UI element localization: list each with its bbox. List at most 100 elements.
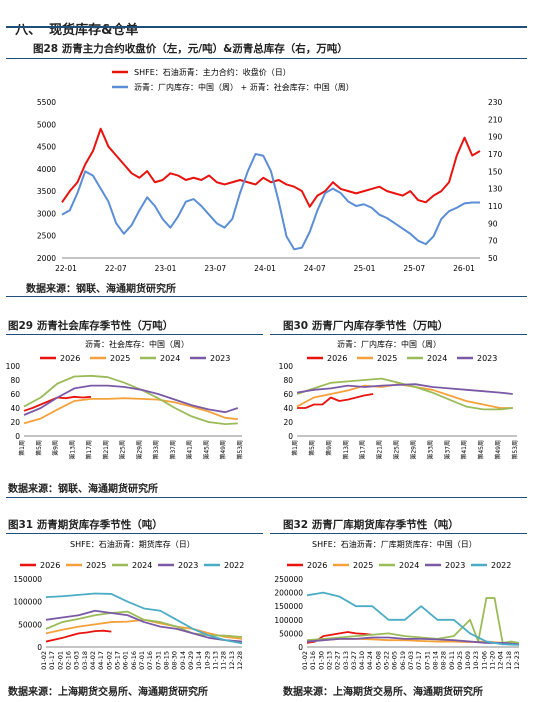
fig31-x-tick: 03-18 xyxy=(81,651,89,670)
fig31-x-tick: 01-02 xyxy=(40,651,48,670)
fig28-y-left-tick: 5500 xyxy=(37,98,56,107)
fig29-x-tick: 第37周 xyxy=(169,440,177,460)
fig30-x-tick: 第33周 xyxy=(426,440,434,460)
fig32-x-tick: 01-02 xyxy=(301,651,309,670)
fig30-title: 图30 沥青厂内库存季节性（万吨） xyxy=(283,320,449,332)
fig32-x-tick: 12-23 xyxy=(513,651,521,670)
fig29-x-tick: 第1周 xyxy=(18,440,26,456)
fig30-rule xyxy=(270,334,527,335)
fig31-x-tick: 12-28 xyxy=(236,651,244,670)
fig30-x-tick: 第13周 xyxy=(342,440,350,460)
fig29-y-tick: 100 xyxy=(6,362,21,371)
fig30-x-tick: 第53周 xyxy=(511,440,519,460)
fig28-y-left-tick: 2500 xyxy=(37,232,56,241)
fig31-chart: SHFE：石油沥青：期货库存（日） 2026 2025 2024 2023 202205… xyxy=(13,539,244,670)
fig28-source: 数据来源：钢联、海通期货研究所 xyxy=(26,284,176,295)
fig31-x-tick: 05-02 xyxy=(105,651,113,670)
fig30-legend-2023: 2023 xyxy=(477,354,497,363)
fig28-y-right-tick: 90 xyxy=(488,219,498,228)
fig28-x-tick: 23-07 xyxy=(204,264,226,273)
fig29-rule xyxy=(6,334,263,335)
fig28-y-right-tick: 210 xyxy=(488,115,503,124)
fig32-x-tick: 03-27 xyxy=(350,651,358,670)
fig29-series-2023 xyxy=(23,384,239,416)
fig28-x-tick: 23-01 xyxy=(155,264,177,273)
fig32-x-tick: 10-23 xyxy=(472,651,480,670)
fig32-x-tick: 12-18 xyxy=(505,651,513,670)
fig31-x-tick: 07-31 xyxy=(154,651,162,670)
fig32-x-tick: 12-04 xyxy=(497,651,505,670)
fig29-y-tick: 40 xyxy=(10,404,20,413)
fig28-legend-blue: 沥青：厂内库存：中国（周） + 沥青：社会库存：中国（周） xyxy=(134,82,354,92)
fig28-x-tick: 22-01 xyxy=(55,264,77,273)
fig32-chart: SHFE：石油沥青：厂库期货库存：中国（日） 2026 2025 2024 2023 2… xyxy=(274,539,521,670)
fig31-x-tick: 08-15 xyxy=(163,651,171,670)
fig31-x-tick: 08-30 xyxy=(171,651,179,670)
fig29-x-tick: 第21周 xyxy=(102,440,110,460)
fig30-y-tick: 80 xyxy=(283,376,293,385)
fig31-x-tick: 07-16 xyxy=(146,651,154,670)
fig31-x-tick: 04-17 xyxy=(97,651,105,670)
fig29-legend-2024: 2024 xyxy=(160,354,180,363)
fig32-x-tick: 09-11 xyxy=(448,651,456,670)
fig28-series-inventory xyxy=(61,153,480,251)
fig28-x-tick: 26-01 xyxy=(453,264,475,273)
fig31-x-tick: 10-29 xyxy=(203,651,211,670)
fig28-x-tick: 25-01 xyxy=(354,264,376,273)
fig28-x-tick: 22-07 xyxy=(105,264,127,273)
fig32-y-tick: 150000 xyxy=(274,602,303,611)
fig31-series-2023 xyxy=(45,609,243,643)
fig32-legend-2026: 2026 xyxy=(307,561,327,570)
fig32-x-tick: 04-10 xyxy=(358,651,366,670)
fig28-y-left-tick: 4000 xyxy=(37,165,56,174)
fig30-subtitle: 沥青：厂内库存：中国（周） xyxy=(337,339,441,349)
fig31-x-tick: 06-16 xyxy=(130,651,138,670)
fig32-x-tick: 05-22 xyxy=(383,651,391,670)
fig29-x-tick: 第49周 xyxy=(219,440,227,460)
fig31-x-tick: 09-29 xyxy=(187,651,195,670)
fig32-x-tick: 11-20 xyxy=(489,651,497,670)
fig32-x-tick: 07-03 xyxy=(407,651,415,670)
fig28-y-right-tick: 230 xyxy=(488,98,503,107)
fig31-y-tick: 150000 xyxy=(13,575,42,584)
section-title: 八、 现货库存&仓单 xyxy=(6,4,138,38)
fig29-series-2025 xyxy=(23,397,238,425)
fig31-y-tick: 100000 xyxy=(13,598,42,607)
fig29-legend-2026: 2026 xyxy=(60,354,80,363)
fig30-x-tick: 第37周 xyxy=(443,440,451,460)
fig31-x-tick: 09-14 xyxy=(179,651,187,670)
fig30-x-tick: 第17周 xyxy=(359,440,367,460)
fig32-subtitle: SHFE：石油沥青：厂库期货库存：中国（日） xyxy=(312,539,477,549)
fig32-x-tick: 06-19 xyxy=(399,651,407,670)
fig29-x-tick: 第25周 xyxy=(119,440,127,460)
fig30-x-tick: 第25周 xyxy=(393,440,401,460)
fig30-series-2026 xyxy=(297,393,374,409)
fig32-x-tick: 01-30 xyxy=(317,651,325,670)
fig32-x-tick: 08-14 xyxy=(431,651,439,670)
fig28-legend: SHFE：石油沥青：主力合约：收盘价（日） 沥青：厂内库存：中国（周） + 沥青… xyxy=(112,67,354,92)
section-rule xyxy=(6,26,527,28)
fig32-x-tick: 07-17 xyxy=(415,651,423,670)
fig31-x-tick: 07-01 xyxy=(138,651,146,670)
fig30-x-tick: 第49周 xyxy=(494,440,502,460)
fig29-y-tick: 20 xyxy=(10,418,20,427)
fig31-rule xyxy=(6,533,263,534)
fig31-series-2026 xyxy=(45,629,112,643)
fig28-y-left-tick: 2000 xyxy=(37,254,56,263)
fig30-y-tick: 40 xyxy=(283,404,293,413)
fig32-x-tick: 02-13 xyxy=(325,651,333,670)
fig32-series-2022 xyxy=(306,591,520,646)
fig31-x-tick: 02-01 xyxy=(56,651,64,670)
fig31-legend-2023: 2023 xyxy=(178,561,198,570)
fig32-legend-2023: 2023 xyxy=(445,561,465,570)
fig28-y-right-tick: 130 xyxy=(488,185,503,194)
fig29-x-tick: 第5周 xyxy=(35,440,43,456)
fig32-y-tick: 50000 xyxy=(279,629,303,638)
fig29-legend-2025: 2025 xyxy=(110,354,130,363)
fig30-x-tick: 第9周 xyxy=(325,440,333,456)
fig32-x-tick: 11-06 xyxy=(480,651,488,670)
fig29-title: 图29 沥青社会库存季节性（万吨） xyxy=(8,320,174,332)
fig29-x-tick: 第17周 xyxy=(85,440,93,460)
fig31-legend-2026: 2026 xyxy=(40,561,60,570)
fig31-y-tick: 50000 xyxy=(18,620,42,629)
